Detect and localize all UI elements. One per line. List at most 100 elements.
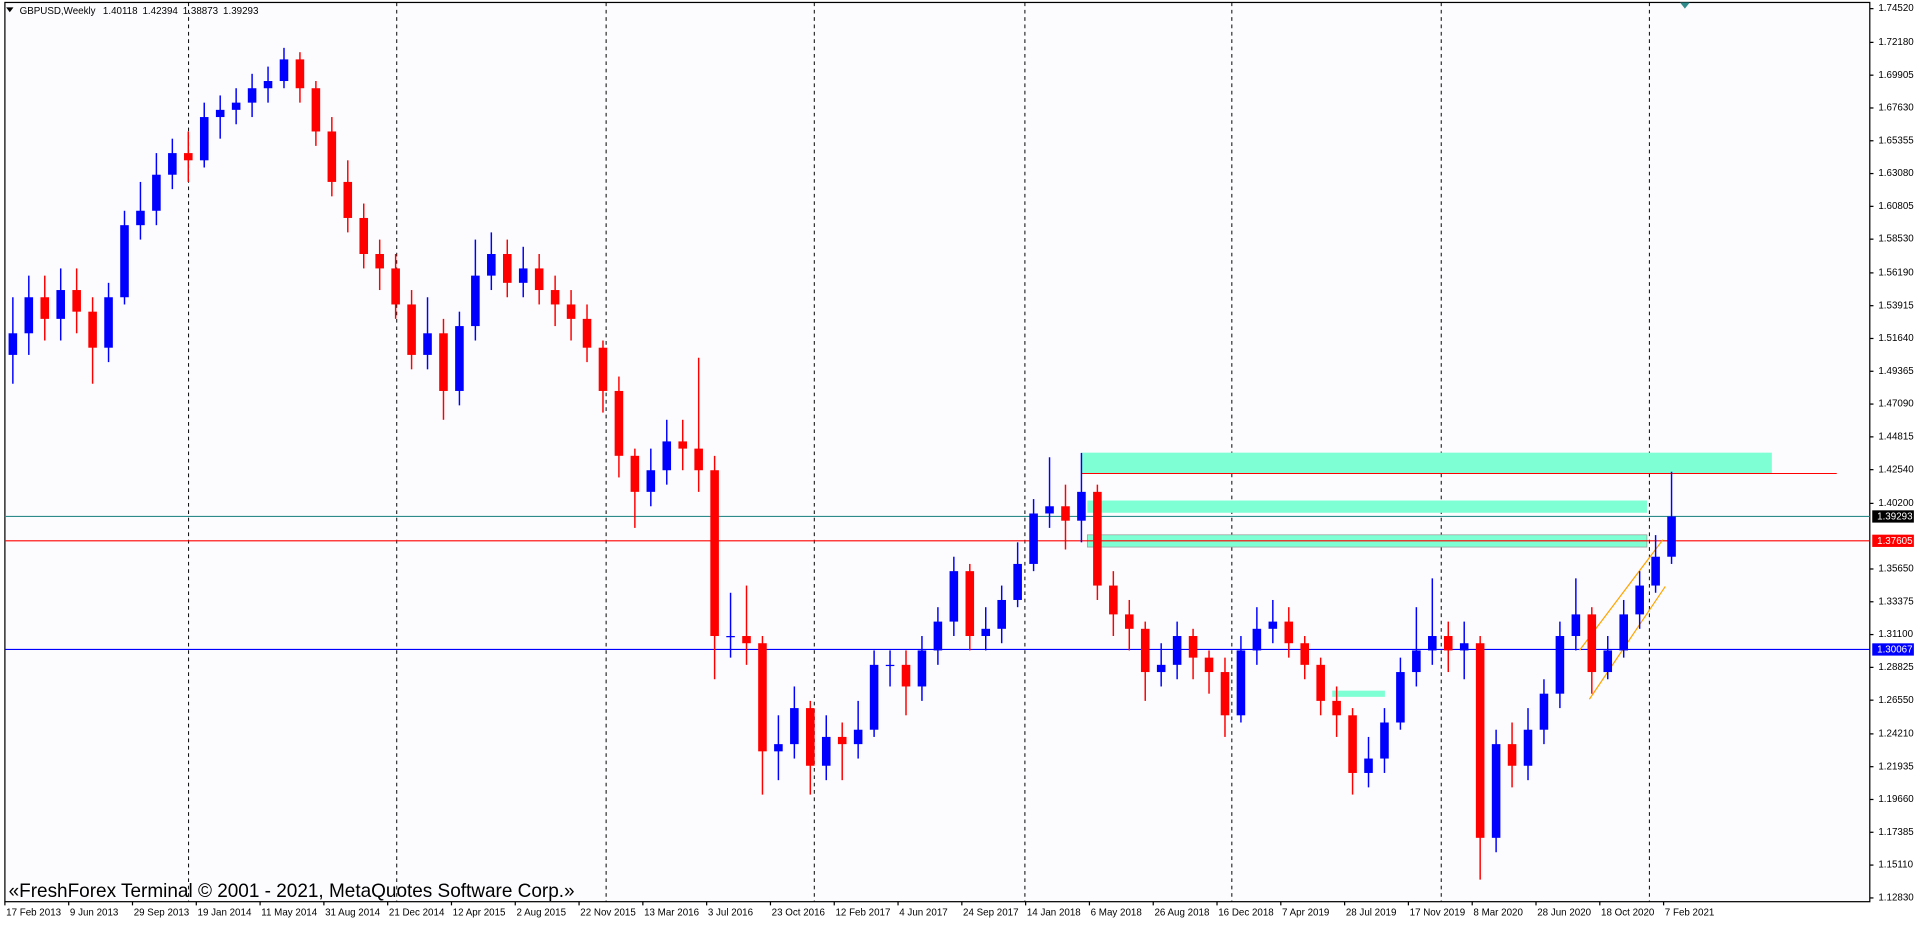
candle-body (1029, 513, 1038, 564)
y-tick-label: 1.17385 (1878, 827, 1914, 838)
candle-body (1332, 700, 1341, 716)
header: GBPUSD,Weekly 1.40118 1.42394 1.38873 1.3929… (20, 6, 259, 17)
menu-triangle[interactable] (6, 7, 14, 13)
price-marker (1872, 534, 1914, 547)
plot-area (4, 1, 1871, 903)
candle-body (742, 636, 751, 644)
x-tick-label: 12 Apr 2015 (453, 907, 506, 918)
candle-body (678, 441, 687, 449)
candle-body (1045, 506, 1054, 514)
candle-body (24, 297, 34, 334)
y-tick-label: 1.40200 (1878, 498, 1914, 509)
y-tick-label: 1.12830 (1878, 893, 1914, 904)
zone (1332, 690, 1385, 697)
x-tick-label: 8 Mar 2020 (1473, 907, 1523, 918)
y-tick-label: 1.26550 (1878, 695, 1914, 706)
x-tick-label: 7 Feb 2021 (1665, 907, 1715, 918)
candle-body (1587, 614, 1597, 673)
y-tick-label: 1.67630 (1878, 103, 1914, 114)
candle-body (215, 109, 225, 118)
candle-body (917, 650, 927, 687)
candle-body (933, 621, 943, 651)
price-marker-label: 1.30067 (1877, 645, 1912, 656)
x-tick-label: 17 Nov 2019 (1410, 907, 1466, 918)
x-tick-label: 14 Jan 2018 (1027, 907, 1081, 918)
x-tick-label: 11 May 2014 (261, 907, 317, 918)
candle-body (534, 268, 544, 291)
candle-body (726, 636, 735, 638)
candle-body (837, 736, 847, 745)
candle-body (790, 708, 799, 745)
candle-body (1603, 650, 1613, 673)
y-tick-label: 1.19660 (1878, 794, 1914, 805)
y-tick-label: 1.31100 (1878, 629, 1913, 640)
x-tick-label: 12 Feb 2017 (835, 907, 890, 918)
candle-body (1316, 664, 1325, 701)
x-tick-label: 3 Jul 2016 (708, 907, 754, 918)
candle-body (279, 59, 289, 82)
y-tick-label: 1.69905 (1878, 70, 1914, 81)
candle-body (1651, 556, 1660, 586)
candle-body (1635, 585, 1644, 615)
y-tick-label: 1.44815 (1878, 431, 1914, 442)
candle-body (247, 88, 257, 103)
candle-body (1300, 643, 1310, 665)
candle-body (199, 117, 209, 161)
candle-body (869, 664, 879, 730)
candle-body (662, 441, 672, 471)
candle-body (1125, 614, 1134, 629)
y-tick-label: 1.60805 (1878, 201, 1914, 212)
candle-body (487, 254, 496, 276)
y-tick-label: 1.47090 (1878, 399, 1914, 410)
x-tick-label: 6 May 2018 (1091, 907, 1143, 918)
candle-body (359, 217, 369, 255)
y-tick-label: 1.21935 (1878, 761, 1914, 772)
candle-body (88, 311, 97, 348)
candle-body (630, 455, 640, 492)
candle-body (1236, 650, 1246, 716)
y-tick-label: 1.35650 (1878, 564, 1914, 575)
x-tick-label: 22 Nov 2015 (580, 907, 636, 918)
y-tick-label: 1.15110 (1878, 860, 1913, 871)
candle-body (901, 664, 911, 687)
candle-body (1140, 628, 1150, 673)
candle-body (231, 102, 241, 110)
x-tick-label: 13 Mar 2016 (644, 907, 700, 918)
candle-body (1077, 491, 1086, 521)
candle-body (1396, 672, 1405, 723)
candle-body (1619, 614, 1628, 651)
x-tick-label: 26 Aug 2018 (1154, 907, 1210, 918)
x-tick-label: 21 Dec 2014 (389, 907, 445, 918)
candle-body (375, 254, 384, 269)
candle-body (821, 736, 831, 766)
candle-body (72, 290, 81, 312)
candle-body (885, 664, 895, 667)
candle-body (1220, 672, 1230, 716)
candle-body (1380, 722, 1389, 759)
x-tick-label: 7 Apr 2019 (1282, 907, 1329, 918)
candle-body (327, 131, 337, 182)
candle-body (1443, 636, 1453, 651)
candle-body (1523, 729, 1533, 766)
candle-body (646, 470, 656, 492)
candle-body (184, 153, 193, 161)
y-tick-label: 1.42540 (1878, 464, 1914, 475)
y-tick-label: 1.74520 (1878, 3, 1914, 14)
high-value: 1.42394 (142, 6, 178, 17)
candle-body (1252, 628, 1262, 651)
candle-body (550, 290, 560, 305)
candle-body (614, 390, 624, 456)
candle-body (104, 297, 113, 348)
low-value: 1.38873 (183, 6, 219, 17)
candle-body (1172, 636, 1182, 665)
price-marker-label: 1.39293 (1877, 512, 1913, 523)
candle-body (263, 81, 273, 89)
close-value: 1.39293 (223, 6, 259, 17)
candle-body (758, 643, 767, 752)
open-value: 1.40118 (103, 6, 138, 17)
y-tick-label: 1.49365 (1878, 366, 1914, 377)
price-marker-label: 1.37605 (1877, 536, 1913, 547)
candle-body (136, 210, 145, 226)
